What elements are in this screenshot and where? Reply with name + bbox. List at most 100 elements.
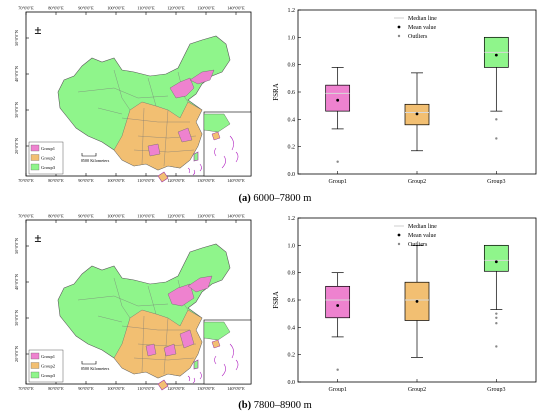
coastal-islands [187, 163, 202, 176]
y-tick-label: 1.2 [288, 8, 296, 14]
y-tick-label: 1.0 [288, 35, 296, 41]
mean-point [494, 260, 498, 264]
province-border [141, 107, 145, 165]
x-tick-label: Group3 [487, 179, 505, 184]
map-top-tick-label: 100°0'0"E [107, 6, 125, 11]
y-axis-label: FSRA [272, 83, 280, 101]
outlier-point [495, 345, 498, 348]
caption-a-text: 6000–7800 m [250, 193, 312, 204]
mean-point [336, 304, 340, 307]
map-left-tick-label: 40°0'0"N [14, 66, 19, 82]
legend-median-label: Median line [408, 224, 437, 230]
map-top-tick-label: 80°0'0"E [48, 6, 64, 11]
map-top-tick-label: 120°0'0"E [167, 6, 185, 11]
map-legend-label-1: Group1 [41, 354, 56, 359]
region-group1 [163, 343, 177, 357]
outlier-point [495, 322, 498, 325]
map-bottom-tick-label: 130°0'0"E [197, 386, 215, 391]
mean-point [415, 112, 419, 116]
map-legend-swatch-3 [30, 163, 40, 171]
scale-label: 500 Kilometers [83, 158, 110, 163]
caption-a-label: (a) [238, 193, 251, 204]
y-tick-label: 0.2 [288, 145, 296, 151]
y-tick-label: 0.6 [288, 90, 296, 96]
map-top-tick-label: 110°0'0"E [137, 6, 155, 11]
boxplot-panel-b: 0.0 0.2 0.4 0.6 0.8 1.0 1.2 FSRA Group1 Group2 Gro… [268, 210, 548, 393]
region-group1 [177, 127, 193, 143]
caption-b-label: (b) [238, 400, 252, 411]
map-bottom-tick-label: 90°0'0"E [78, 386, 94, 391]
map-bottom-tick-label: 90°0'0"E [78, 178, 94, 183]
mean-point [415, 299, 419, 303]
south-china-sea-inset [203, 111, 252, 177]
region-group1 [179, 329, 195, 349]
mean-point [494, 53, 498, 57]
legend-outlier-swatch [397, 242, 401, 246]
map-left-tick-label: 40°0'0"N [14, 274, 19, 290]
map-top-tick-label: 90°0'0"E [78, 214, 94, 219]
map-bottom-tick-label: 120°0'0"E [167, 386, 185, 391]
outlier-point [495, 312, 498, 315]
box-group1 [325, 285, 351, 319]
map-bottom-tick-label: 100°0'0"E [107, 386, 125, 391]
box-group1 [325, 84, 351, 112]
taiwan-island [193, 151, 199, 162]
hainan-island [157, 171, 169, 183]
legend-outlier-swatch [397, 34, 401, 38]
map-top-tick-label: 110°0'0"E [137, 214, 155, 219]
map-left-tick-label: 30°0'0"N [14, 102, 19, 118]
inset-land [203, 113, 231, 133]
china-map-a: 70°0'0"E 70°0'0"E 80°0'0"E 80°0'0"E 90°0'0"E… [14, 6, 252, 183]
map-bottom-tick-label: 120°0'0"E [167, 178, 185, 183]
map-left-tick-label: 20°0'0"N [14, 138, 19, 154]
map-top-tick-label: 130°0'0"E [197, 6, 215, 11]
map-legend-swatch-3 [30, 371, 40, 379]
map-legend-label-3: Group3 [41, 373, 56, 378]
outlier-point [336, 368, 339, 371]
map-panel-b: 70°0'0"E 70°0'0"E 80°0'0"E 80°0'0"E 90°0'0"E… [4, 210, 264, 392]
scale-zero-label: 0 [81, 366, 83, 371]
y-tick-label: 0.6 [288, 298, 296, 304]
province-border [77, 295, 169, 307]
region-group1 [169, 77, 195, 99]
region-group2 [113, 101, 203, 171]
province-border [163, 317, 169, 375]
scale-label: 500 Kilometers [83, 366, 110, 371]
province-border [121, 117, 190, 123]
province-border [163, 109, 169, 167]
region-group1 [147, 143, 161, 157]
y-tick-label: 1.2 [288, 216, 296, 222]
region-group1 [187, 275, 213, 293]
caption-b-text: 7800–8900 m [251, 400, 312, 411]
outlier-point [495, 316, 498, 319]
legend-mean-swatch [397, 233, 401, 237]
boxplot-b: 0.0 0.2 0.4 0.6 0.8 1.0 1.2 FSRA Group1 Group2 Gro… [272, 216, 537, 393]
boxplot-panel-a: 0.0 0.2 0.4 0.6 0.8 1.0 1.2 FSRA Group1 Group2 Gro… [268, 2, 548, 185]
taiwan-island [193, 359, 199, 370]
map-bottom-tick-label: 70°0'0"E [18, 178, 34, 183]
map-bottom-tick-label: 110°0'0"E [137, 386, 155, 391]
map-bottom-tick-label: 130°0'0"E [197, 178, 215, 183]
map-top-tick-label: 140°0'0"E [227, 6, 245, 11]
map-left-tick-label: 50°0'0"N [14, 30, 19, 46]
x-tick-label: Group2 [408, 179, 426, 184]
china-map-b: 70°0'0"E 70°0'0"E 80°0'0"E 80°0'0"E 90°0'0"E… [14, 214, 252, 391]
province-border [147, 285, 157, 315]
coastal-islands [187, 371, 202, 384]
province-border [97, 107, 123, 115]
south-china-sea-inset [203, 319, 252, 385]
map-legend-label-2: Group2 [41, 156, 56, 161]
inset-island [211, 339, 221, 349]
map-top-tick-label: 70°0'0"E [18, 214, 34, 219]
province-border [141, 315, 145, 373]
y-tick-label: 0.8 [288, 63, 296, 69]
x-tick-label: Group1 [328, 387, 346, 392]
map-legend-label-3: Group3 [41, 165, 56, 170]
province-border [133, 357, 195, 361]
map-bottom-tick-label: 140°0'0"E [227, 178, 245, 183]
north-arrow-icon: ± [34, 230, 41, 245]
legend-mean-label: Mean value [408, 233, 436, 239]
map-bottom-tick-label: 80°0'0"E [48, 386, 64, 391]
province-border [77, 87, 169, 99]
map-left-tick-label: 20°0'0"N [14, 346, 19, 362]
